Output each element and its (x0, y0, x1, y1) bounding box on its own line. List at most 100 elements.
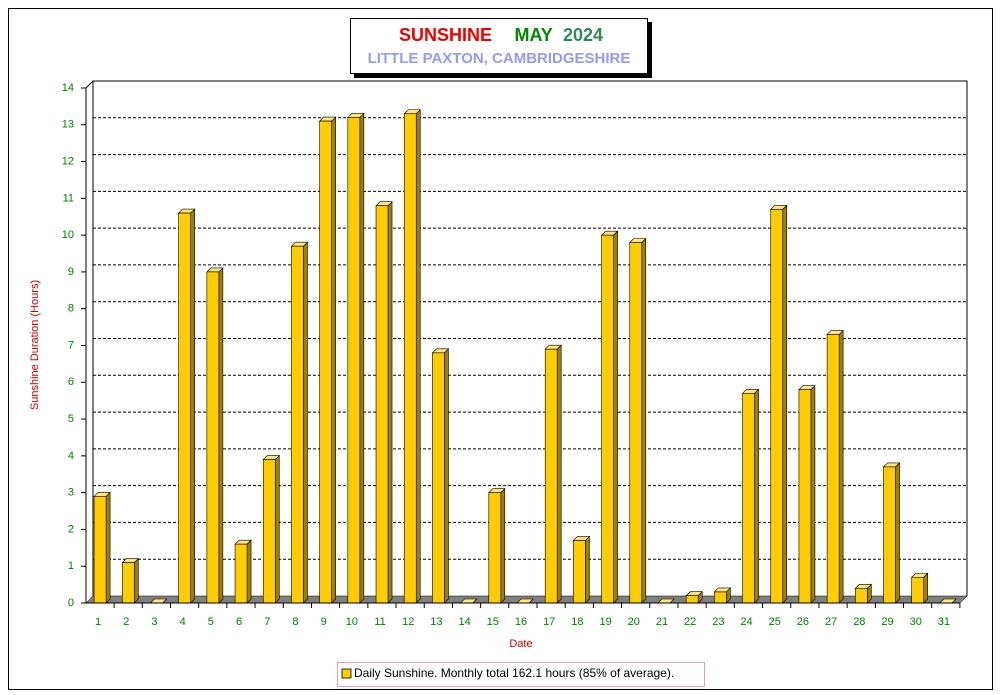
bar-side (613, 230, 618, 604)
title: SUNSHINE MAY 2024 (399, 25, 603, 45)
bar (318, 116, 337, 604)
x-tick-label: 12 (402, 616, 414, 628)
bar-side (556, 344, 562, 604)
title-month: MAY (514, 25, 552, 45)
bar (685, 590, 703, 604)
bar (206, 267, 224, 604)
title-year: 2024 (563, 25, 603, 45)
x-tick-label: 6 (236, 616, 242, 628)
bar-front (347, 117, 361, 604)
x-tick-label: 13 (430, 616, 442, 628)
bar-front (93, 496, 107, 604)
bar-front (798, 389, 812, 604)
x-tick-label: 3 (151, 616, 157, 628)
bar-side (923, 572, 929, 604)
bar (262, 454, 280, 604)
bar-side (133, 557, 139, 604)
y-tick-label: 2 (68, 523, 74, 535)
bar-front (234, 543, 248, 604)
y-tick-label: 5 (68, 413, 74, 425)
bar-front (544, 348, 558, 604)
bar-side (331, 116, 336, 604)
bar (93, 491, 111, 604)
y-tick-label: 3 (68, 487, 74, 499)
bar-side (641, 237, 647, 604)
bar (629, 237, 647, 604)
bar (600, 230, 619, 604)
x-tick-label: 23 (712, 616, 724, 628)
x-tick-label: 4 (180, 616, 186, 628)
bar-front (262, 459, 276, 604)
bar-side (500, 487, 506, 604)
x-tick-label: 21 (656, 616, 668, 628)
bar (431, 348, 450, 604)
x-tick-label: 30 (910, 616, 922, 628)
bar-front (319, 120, 332, 604)
bar-front (826, 334, 840, 604)
bar (572, 535, 591, 604)
bar (488, 487, 506, 604)
y-tick-label: 14 (62, 82, 74, 94)
bar-side (810, 384, 816, 604)
bar-front (375, 205, 389, 604)
x-tick-label: 16 (515, 616, 527, 628)
y-tick-label: 1 (68, 560, 74, 572)
bar-side (359, 112, 365, 604)
y-axis-title: Sunshine Duration (Hours) (29, 280, 41, 410)
bar (741, 388, 760, 604)
y-tick-label: 10 (62, 229, 74, 241)
bar-side (274, 454, 280, 604)
x-tick-label: 25 (769, 616, 781, 628)
y-tick-label: 7 (68, 339, 74, 351)
bar (121, 557, 140, 604)
bar-side (190, 208, 195, 604)
x-tick-label: 5 (208, 616, 214, 628)
bar-front (714, 591, 727, 604)
bar-front (573, 540, 586, 604)
bar-front (685, 595, 699, 604)
bar (234, 539, 252, 604)
x-tick-label: 19 (599, 616, 611, 628)
bar-side (585, 535, 590, 604)
y-axis-join (85, 80, 94, 89)
title-main: SUNSHINE (399, 25, 492, 45)
x-tick-label: 18 (571, 616, 583, 628)
x-tick-label: 10 (346, 616, 358, 628)
bar-front (742, 393, 755, 604)
y-tick-label: 8 (68, 303, 74, 315)
bar (910, 572, 929, 604)
bar-front (178, 212, 191, 604)
y-tick-label: 13 (62, 119, 74, 131)
bar (826, 329, 844, 604)
x-tick-label: 20 (628, 616, 640, 628)
bar-side (246, 539, 252, 604)
bar (403, 109, 421, 604)
bar-front (432, 352, 445, 604)
y-tick-label: 6 (68, 376, 74, 388)
bar (347, 112, 365, 604)
y-tick-label: 0 (68, 597, 74, 609)
bar (798, 384, 816, 604)
bar-side (415, 109, 421, 604)
x-tick-label: 2 (123, 616, 129, 628)
x-tick-label: 27 (825, 616, 837, 628)
bar (177, 208, 196, 604)
x-tick-label: 8 (292, 616, 298, 628)
x-tick-label: 9 (321, 616, 327, 628)
bar-side (754, 388, 759, 604)
y-tick-label: 4 (68, 450, 74, 462)
x-axis-title: Date (509, 638, 532, 650)
bar-side (444, 348, 449, 604)
bar (375, 200, 393, 604)
bar-front (488, 492, 502, 604)
x-tick-label: 11 (374, 616, 385, 628)
bar-side (218, 267, 224, 604)
bar (290, 241, 309, 604)
y-tick-label: 9 (68, 266, 74, 278)
bar-front (629, 242, 643, 604)
x-tick-label: 22 (684, 616, 696, 628)
bar-side (303, 241, 308, 604)
bar-side (782, 204, 788, 604)
bar-front (206, 271, 220, 604)
